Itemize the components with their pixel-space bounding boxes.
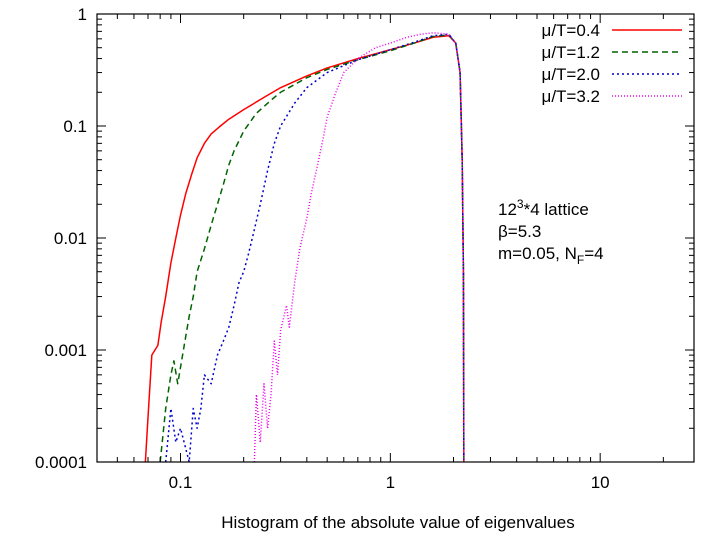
y-tick-label: 0.1 bbox=[63, 117, 87, 136]
y-tick-label: 0.001 bbox=[44, 341, 87, 360]
y-tick-label: 0.0001 bbox=[35, 453, 87, 472]
y-tick-label: 0.01 bbox=[54, 229, 87, 248]
plot-frame bbox=[96, 13, 695, 463]
series-line-3 bbox=[164, 33, 465, 462]
annotation-mass-prefix: m=0.05, N bbox=[498, 244, 577, 263]
x-axis-title: Histogram of the absolute value of eigen… bbox=[221, 513, 574, 532]
legend-label-1: μ/T=0.4 bbox=[542, 21, 600, 40]
annotation-mass: m=0.05, NF=4 bbox=[498, 244, 604, 267]
x-tick-label: 10 bbox=[591, 473, 610, 492]
annotation-lattice: 123*4 lattice bbox=[498, 197, 589, 219]
series-line-4 bbox=[253, 32, 465, 462]
series-layer bbox=[144, 32, 465, 462]
legend-label-4: μ/T=3.2 bbox=[542, 87, 600, 106]
annotation-lattice-exp: 3 bbox=[517, 197, 524, 211]
series-line-1 bbox=[144, 34, 465, 462]
annotation-beta: β=5.3 bbox=[498, 222, 541, 241]
annotation-lattice-base: 12 bbox=[498, 200, 517, 219]
x-tick-label: 1 bbox=[386, 473, 395, 492]
y-tick-label: 1 bbox=[78, 5, 87, 24]
legend-label-3: μ/T=2.0 bbox=[542, 65, 600, 84]
legend: μ/T=0.4 μ/T=1.2 μ/T=2.0 μ/T=3.2 bbox=[542, 21, 682, 106]
annotation-lattice-rest: *4 lattice bbox=[524, 200, 589, 219]
legend-label-2: μ/T=1.2 bbox=[542, 43, 600, 62]
annotation-mass-sub: F bbox=[577, 253, 584, 267]
x-tick-label: 0.1 bbox=[169, 473, 193, 492]
annotation-mass-suffix: =4 bbox=[584, 244, 603, 263]
annotation-block: 123*4 lattice β=5.3 m=0.05, NF=4 bbox=[498, 197, 604, 267]
tick-layer: 0.1 1 10 1 0.1 0.01 0.001 0.0001 bbox=[35, 5, 694, 492]
series-line-2 bbox=[159, 34, 465, 462]
